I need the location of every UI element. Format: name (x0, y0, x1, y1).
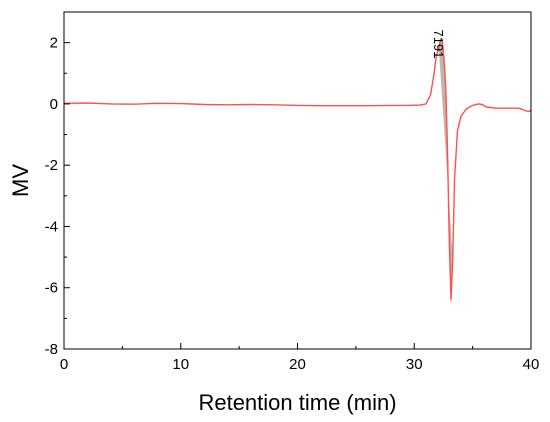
y-tick-label--4: -4 (45, 218, 58, 235)
peak-annotation-0: 7191 (431, 30, 446, 59)
plot-frame (63, 11, 532, 350)
x-tick-label-0: 0 (60, 356, 68, 373)
y-tick-label--2: -2 (45, 157, 58, 174)
y-tick-label--8: -8 (45, 341, 58, 358)
x-axis-label: Retention time (min) (198, 390, 396, 415)
y-tick-label--6: -6 (45, 280, 58, 297)
y-tick-label-0: 0 (50, 96, 58, 113)
y-tick-label-2: 2 (50, 35, 58, 52)
y-axis-label: MV (8, 164, 33, 197)
x-tick-label-30: 30 (406, 356, 423, 373)
x-tick-label-20: 20 (289, 356, 306, 373)
x-tick-label-10: 10 (172, 356, 189, 373)
x-tick-label-40: 40 (523, 356, 540, 373)
series-line-0 (63, 38, 532, 301)
